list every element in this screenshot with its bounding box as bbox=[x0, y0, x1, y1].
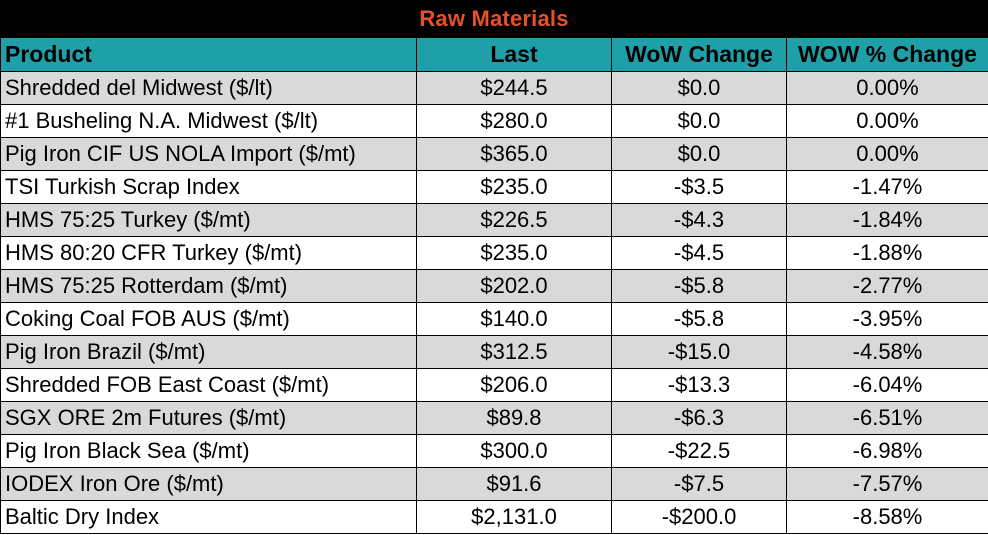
product-cell: HMS 80:20 CFR Turkey ($/mt) bbox=[0, 236, 417, 270]
header-wow-change: WoW Change bbox=[611, 37, 787, 72]
product-cell: Pig Iron Black Sea ($/mt) bbox=[0, 434, 417, 468]
last-cell: $91.6 bbox=[416, 467, 612, 501]
wow-pct-change-cell: -1.84% bbox=[786, 203, 988, 237]
wow-change-cell: -$7.5 bbox=[611, 467, 787, 501]
wow-change-cell: -$4.3 bbox=[611, 203, 787, 237]
wow-pct-change-cell: -4.58% bbox=[786, 335, 988, 369]
last-cell: $2,131.0 bbox=[416, 500, 612, 534]
table-title: Raw Materials bbox=[419, 5, 569, 31]
raw-materials-table: Product Last WoW Change WOW % Change Shr… bbox=[0, 37, 988, 534]
product-cell: SGX ORE 2m Futures ($/mt) bbox=[0, 401, 417, 435]
last-cell: $235.0 bbox=[416, 236, 612, 270]
wow-change-cell: $0.0 bbox=[611, 104, 787, 138]
table-row: Shredded FOB East Coast ($/mt) $206.0 -$13… bbox=[0, 368, 988, 402]
wow-change-cell: -$5.8 bbox=[611, 269, 787, 303]
wow-change-cell: $0.0 bbox=[611, 137, 787, 171]
product-cell: Pig Iron Brazil ($/mt) bbox=[0, 335, 417, 369]
wow-change-cell: -$3.5 bbox=[611, 170, 787, 204]
wow-pct-change-cell: -6.04% bbox=[786, 368, 988, 402]
wow-pct-change-cell: -1.88% bbox=[786, 236, 988, 270]
table-row: Baltic Dry Index $2,131.0 -$200.0 -8.58% bbox=[0, 500, 988, 534]
wow-change-cell: $0.0 bbox=[611, 71, 787, 105]
wow-pct-change-cell: -3.95% bbox=[786, 302, 988, 336]
table-row: TSI Turkish Scrap Index $235.0 -$3.5 -1.47% bbox=[0, 170, 988, 204]
wow-change-cell: -$15.0 bbox=[611, 335, 787, 369]
product-cell: IODEX Iron Ore ($/mt) bbox=[0, 467, 417, 501]
last-cell: $365.0 bbox=[416, 137, 612, 171]
table-row: SGX ORE 2m Futures ($/mt) $89.8 -$6.3 -6.51… bbox=[0, 401, 988, 435]
table-row: HMS 75:25 Rotterdam ($/mt) $202.0 -$5.8 -2.… bbox=[0, 269, 988, 303]
table-row: Pig Iron CIF US NOLA Import ($/mt) $365.0… bbox=[0, 137, 988, 171]
wow-pct-change-cell: 0.00% bbox=[786, 71, 988, 105]
table-body: Shredded del Midwest ($/lt) $244.5 $0.0 0.0… bbox=[0, 71, 988, 534]
last-cell: $89.8 bbox=[416, 401, 612, 435]
table-row: Pig Iron Black Sea ($/mt) $300.0 -$22.5 -6.… bbox=[0, 434, 988, 468]
last-cell: $226.5 bbox=[416, 203, 612, 237]
header-last: Last bbox=[416, 37, 612, 72]
wow-change-cell: -$13.3 bbox=[611, 368, 787, 402]
wow-pct-change-cell: -6.98% bbox=[786, 434, 988, 468]
last-cell: $206.0 bbox=[416, 368, 612, 402]
wow-pct-change-cell: -8.58% bbox=[786, 500, 988, 534]
last-cell: $202.0 bbox=[416, 269, 612, 303]
wow-change-cell: -$22.5 bbox=[611, 434, 787, 468]
table-row: Shredded del Midwest ($/lt) $244.5 $0.0 0.0… bbox=[0, 71, 988, 105]
header-row: Product Last WoW Change WOW % Change bbox=[0, 37, 988, 72]
wow-pct-change-cell: -2.77% bbox=[786, 269, 988, 303]
wow-pct-change-cell: -6.51% bbox=[786, 401, 988, 435]
last-cell: $244.5 bbox=[416, 71, 612, 105]
last-cell: $312.5 bbox=[416, 335, 612, 369]
last-cell: $300.0 bbox=[416, 434, 612, 468]
title-bar: Raw Materials bbox=[0, 0, 988, 37]
product-cell: TSI Turkish Scrap Index bbox=[0, 170, 417, 204]
table-row: Coking Coal FOB AUS ($/mt) $140.0 -$5.8 -3.… bbox=[0, 302, 988, 336]
last-cell: $235.0 bbox=[416, 170, 612, 204]
product-cell: Shredded FOB East Coast ($/mt) bbox=[0, 368, 417, 402]
wow-pct-change-cell: 0.00% bbox=[786, 104, 988, 138]
table-row: IODEX Iron Ore ($/mt) $91.6 -$7.5 -7.57% bbox=[0, 467, 988, 501]
wow-pct-change-cell: 0.00% bbox=[786, 137, 988, 171]
header-product: Product bbox=[0, 37, 417, 72]
table-row: #1 Busheling N.A. Midwest ($/lt) $280.0 $0… bbox=[0, 104, 988, 138]
table-row: HMS 75:25 Turkey ($/mt) $226.5 -$4.3 -1.84% bbox=[0, 203, 988, 237]
wow-change-cell: -$200.0 bbox=[611, 500, 787, 534]
product-cell: Baltic Dry Index bbox=[0, 500, 417, 534]
product-cell: HMS 75:25 Rotterdam ($/mt) bbox=[0, 269, 417, 303]
product-cell: Coking Coal FOB AUS ($/mt) bbox=[0, 302, 417, 336]
wow-pct-change-cell: -1.47% bbox=[786, 170, 988, 204]
wow-change-cell: -$5.8 bbox=[611, 302, 787, 336]
table-row: HMS 80:20 CFR Turkey ($/mt) $235.0 -$4.5 -1… bbox=[0, 236, 988, 270]
product-cell: HMS 75:25 Turkey ($/mt) bbox=[0, 203, 417, 237]
product-cell: Shredded del Midwest ($/lt) bbox=[0, 71, 417, 105]
product-cell: Pig Iron CIF US NOLA Import ($/mt) bbox=[0, 137, 417, 171]
last-cell: $140.0 bbox=[416, 302, 612, 336]
wow-change-cell: -$6.3 bbox=[611, 401, 787, 435]
header-wow-pct-change: WOW % Change bbox=[786, 37, 988, 72]
wow-pct-change-cell: -7.57% bbox=[786, 467, 988, 501]
product-cell: #1 Busheling N.A. Midwest ($/lt) bbox=[0, 104, 417, 138]
table-row: Pig Iron Brazil ($/mt) $312.5 -$15.0 -4.58% bbox=[0, 335, 988, 369]
last-cell: $280.0 bbox=[416, 104, 612, 138]
wow-change-cell: -$4.5 bbox=[611, 236, 787, 270]
